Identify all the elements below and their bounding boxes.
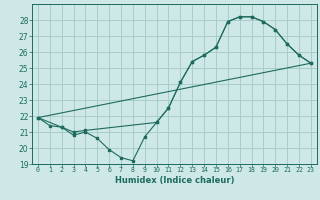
X-axis label: Humidex (Indice chaleur): Humidex (Indice chaleur) [115,176,234,185]
